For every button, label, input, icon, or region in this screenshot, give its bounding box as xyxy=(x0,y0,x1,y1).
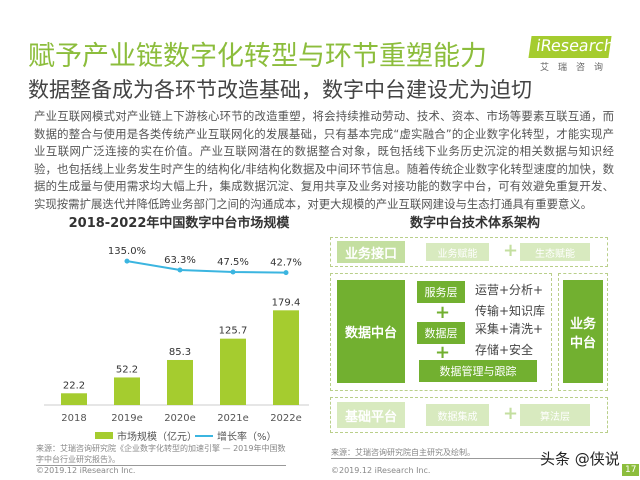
biz-enable: 业务赋能 xyxy=(426,243,489,261)
bar xyxy=(167,359,193,405)
service-desc-1: 运营+分析+ xyxy=(475,283,544,297)
x-tick-label: 2019e xyxy=(111,413,143,424)
biz-mid-frame xyxy=(558,273,608,391)
growth-point xyxy=(283,270,289,276)
data-integration: 数据集成 xyxy=(426,404,489,426)
plus-icon: + xyxy=(435,302,451,323)
bar xyxy=(273,310,299,405)
legend-line-label: 增长率（%） xyxy=(217,432,277,443)
chart-title: 2018-2022年中国数字中台市场规模 xyxy=(68,216,290,231)
legend-line-swatch xyxy=(195,434,213,437)
data-desc: 采集+清洗+ 存储+安全 xyxy=(475,319,543,361)
growth-point xyxy=(124,258,130,264)
growth-point xyxy=(177,267,183,273)
data-desc-2: 存储+安全 xyxy=(475,343,534,357)
interface-label: 业务接口 xyxy=(337,241,405,263)
legend-bar-label: 市场规模（亿元） xyxy=(117,432,197,443)
plus-icon: + xyxy=(435,342,451,363)
data-desc-1: 采集+清洗+ xyxy=(475,322,544,336)
base-label: 基础平台 xyxy=(337,402,405,428)
watermark: 头条 @侠说 xyxy=(540,450,620,468)
service-desc: 运营+分析+ 传输+知识库 xyxy=(475,280,545,322)
growth-value-label: 42.7% xyxy=(270,258,302,269)
bar xyxy=(61,393,87,405)
x-tick-label: 2020e xyxy=(164,413,196,424)
growth-line xyxy=(126,260,287,274)
service-desc-2: 传输+知识库 xyxy=(475,304,546,318)
page-number: 17 xyxy=(622,464,640,476)
legend-bar: 市场规模（亿元） xyxy=(95,428,197,443)
interface-layer xyxy=(330,237,608,267)
bar xyxy=(114,377,140,405)
data-mid-platform: 数据中台 xyxy=(337,280,405,383)
plus-icon: + xyxy=(503,240,519,261)
x-tick-label: 2021e xyxy=(217,413,249,424)
body-paragraph: 产业互联网模式对产业链上下游核心环节的改造重塑，将会持续推动劳动、技术、资本、市… xyxy=(34,109,614,211)
copyright-left: ©2019.12 iResearch Inc. xyxy=(36,466,136,475)
data-mid-frame xyxy=(330,273,552,391)
arch-source: 来源：艾瑞咨询研究院自主研究及绘制。 xyxy=(331,447,551,459)
data-layer: 数据层 xyxy=(417,322,465,344)
copyright-right: ©2019.12 iResearch Inc. xyxy=(331,466,431,475)
page-title: 赋予产业链数字化转型与环节重塑能力 xyxy=(28,41,487,72)
base-layer xyxy=(330,397,608,433)
eco-enable: 生态赋能 xyxy=(520,243,590,261)
legend-line: 增长率（%） xyxy=(195,428,277,443)
bar-value-label: 125.7 xyxy=(219,326,248,337)
growth-point xyxy=(230,269,236,275)
algorithm-layer: 算法层 xyxy=(520,404,590,426)
iresearch-logo: iResearch xyxy=(528,36,615,58)
x-tick-label: 2022e xyxy=(270,413,302,424)
market-size-chart: 22.2 2018 52.2 2019e 85.3 2020e 125.7 2021e 179.… xyxy=(44,246,309,424)
logo-subtext: 艾瑞咨询 xyxy=(540,63,613,73)
growth-value-label: 135.0% xyxy=(108,246,146,257)
bar xyxy=(220,338,246,405)
growth-value-label: 47.5% xyxy=(217,257,249,268)
bar-value-label: 179.4 xyxy=(272,297,301,308)
growth-value-label: 63.3% xyxy=(164,255,196,266)
legend-bar-swatch xyxy=(95,432,113,439)
service-layer: 服务层 xyxy=(417,281,465,303)
plus-icon: + xyxy=(503,403,519,424)
x-tick-label: 2018 xyxy=(61,413,86,424)
bar-value-label: 52.2 xyxy=(116,364,138,375)
arch-title: 数字中台技术体系架构 xyxy=(409,216,540,231)
bar-value-label: 22.2 xyxy=(63,380,85,391)
biz-mid-platform: 业务 中台 xyxy=(563,280,603,383)
page-subtitle: 数据整备成为各环节改造基础，数字中台建设尤为迫切 xyxy=(28,78,532,102)
bar-value-label: 85.3 xyxy=(169,347,191,358)
chart-source: 来源：艾瑞咨询研究院《企业数字化转型的加速引擎 — 2019年中国数字中台行业研… xyxy=(36,444,286,466)
data-mgmt: 数据管理与跟踪 xyxy=(419,360,537,382)
